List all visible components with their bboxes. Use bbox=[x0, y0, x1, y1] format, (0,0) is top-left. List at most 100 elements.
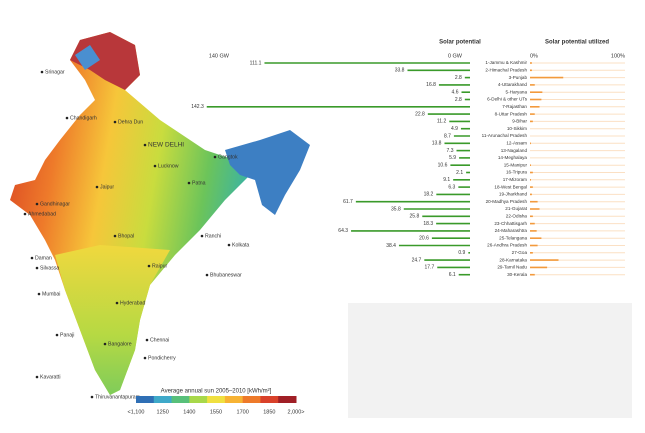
city-dot bbox=[115, 301, 119, 305]
colorbar-title: Average annual sun 2005–2010 [kWh/m²] bbox=[161, 389, 272, 395]
india-map bbox=[10, 32, 310, 395]
city-label: Patna bbox=[192, 180, 206, 186]
empty-panel bbox=[348, 303, 632, 418]
city-label: Silvassa bbox=[40, 265, 59, 271]
category-label: 24-Maharashtra bbox=[495, 228, 528, 233]
category-label: 14-Meghalaya bbox=[498, 155, 528, 160]
value-label: 8.7 bbox=[444, 133, 451, 139]
category-label: 9-Bihar bbox=[512, 119, 527, 124]
chart-title: Solar potential bbox=[439, 40, 481, 46]
category-label: 5-Haryana bbox=[506, 89, 528, 94]
category-label: 15-Manipur bbox=[504, 162, 528, 167]
category-label: 10-Sikkim bbox=[507, 126, 527, 131]
city-label: Srinagar bbox=[45, 69, 65, 75]
city-dot bbox=[35, 375, 39, 379]
city-label: Bhubaneswar bbox=[210, 272, 242, 278]
category-label: 17-Mizoram bbox=[503, 177, 527, 182]
value-label: 33.8 bbox=[395, 68, 405, 74]
city-dot bbox=[23, 212, 27, 216]
map-south bbox=[55, 245, 170, 395]
value-label: 111.1 bbox=[250, 60, 262, 66]
category-label: 16-Tripura bbox=[506, 170, 527, 175]
city-label: Raipur bbox=[152, 263, 168, 269]
value-label: 6.1 bbox=[449, 272, 456, 278]
colorbar-swatch bbox=[242, 396, 261, 403]
colorbar-tick-label: 1700 bbox=[237, 409, 249, 415]
city-label: Bhopal bbox=[118, 233, 134, 239]
category-label: 6-Delhi & other UTs bbox=[487, 97, 528, 102]
category-label: 19-Jharkhand bbox=[499, 192, 528, 197]
city-label: Panaji bbox=[60, 332, 74, 338]
value-label: 9.1 bbox=[443, 177, 450, 183]
city-label: Kavaratti bbox=[40, 374, 60, 380]
city-label: Ahmedabad bbox=[28, 211, 56, 217]
value-label: 24.7 bbox=[412, 257, 422, 263]
city-dot bbox=[143, 143, 147, 147]
value-label: 18.2 bbox=[424, 192, 434, 198]
value-label: 25.8 bbox=[410, 214, 420, 220]
category-label: 3-Punjab bbox=[509, 75, 528, 80]
value-label: 142.3 bbox=[191, 104, 204, 110]
city-label: Hyderabad bbox=[120, 300, 145, 306]
city-label: Mumbai bbox=[42, 291, 60, 297]
value-label: 22.8 bbox=[415, 111, 425, 117]
colorbar-swatch bbox=[189, 396, 208, 403]
city-dot bbox=[227, 243, 231, 247]
city-dot bbox=[30, 256, 34, 260]
colorbar-swatch bbox=[260, 396, 279, 403]
category-label: 30-Kerala bbox=[507, 272, 527, 277]
colorbar-swatch bbox=[136, 396, 155, 403]
city-label: NEW DELHI bbox=[148, 142, 184, 149]
value-label: 4.9 bbox=[451, 126, 458, 132]
colorbar-swatch bbox=[224, 396, 244, 403]
city-label: Pondicherry bbox=[148, 355, 176, 361]
city-dot bbox=[187, 181, 191, 185]
colorbar-swatch bbox=[171, 396, 190, 403]
city-label: Gangtok bbox=[218, 154, 238, 160]
city-dot bbox=[55, 333, 59, 337]
colorbar-tick-label: 2,000> bbox=[288, 409, 305, 415]
category-label: 2-Himachal Pradesh bbox=[485, 68, 527, 73]
value-label: 0.9 bbox=[458, 250, 465, 256]
value-label: 2.8 bbox=[455, 97, 462, 103]
city-label: Lucknow bbox=[158, 163, 179, 169]
value-label: 4.6 bbox=[452, 90, 459, 96]
colorbar-tick-label: 1400 bbox=[183, 409, 195, 415]
city-dot bbox=[65, 116, 69, 120]
city-dot bbox=[145, 338, 149, 342]
colorbar-tick-label: 1550 bbox=[210, 409, 222, 415]
value-label: 5.9 bbox=[449, 155, 456, 161]
value-label: 11.2 bbox=[437, 119, 447, 125]
value-label: 10.6 bbox=[438, 163, 448, 169]
city-dot bbox=[37, 292, 41, 296]
city-dot bbox=[147, 264, 151, 268]
city-label: Gandhinagar bbox=[40, 201, 70, 207]
x-tick-label: 0 GW bbox=[448, 53, 463, 59]
city-label: Bangalore bbox=[108, 341, 132, 347]
colorbar-tick-label: 1250 bbox=[157, 409, 169, 415]
category-label: 28-Karnataka bbox=[499, 257, 527, 262]
colorbar-swatch bbox=[153, 396, 173, 403]
x-tick-label: 0% bbox=[530, 53, 538, 59]
x-tick-label: 100% bbox=[611, 53, 625, 59]
category-label: 18-West Bengal bbox=[494, 184, 527, 189]
chart-title: Solar potential utilized bbox=[545, 40, 609, 46]
city-dot bbox=[143, 356, 147, 360]
city-label: Dehra Dun bbox=[118, 119, 143, 125]
category-label: 29-Tamil Nadu bbox=[497, 265, 527, 270]
city-dot bbox=[200, 234, 204, 238]
city-label: Jaipur bbox=[100, 184, 114, 190]
value-label: 2.1 bbox=[456, 170, 463, 176]
city-dot bbox=[90, 395, 94, 399]
city-dot bbox=[205, 273, 209, 277]
colorbar-tick-label: 1850 bbox=[263, 409, 275, 415]
charts: Solar potential 140 GW 0 GW 111.1 1-Jammu & … bbox=[128, 40, 626, 416]
value-label: 18.3 bbox=[423, 221, 433, 227]
category-label: 4-Uttarakhand bbox=[498, 82, 528, 87]
category-label: 8-Uttar Pradesh bbox=[495, 111, 528, 116]
city-dot bbox=[153, 164, 157, 168]
city-dot bbox=[95, 185, 99, 189]
category-label: 13-Nagaland bbox=[501, 148, 528, 153]
category-label: 22-Odisha bbox=[506, 214, 528, 219]
